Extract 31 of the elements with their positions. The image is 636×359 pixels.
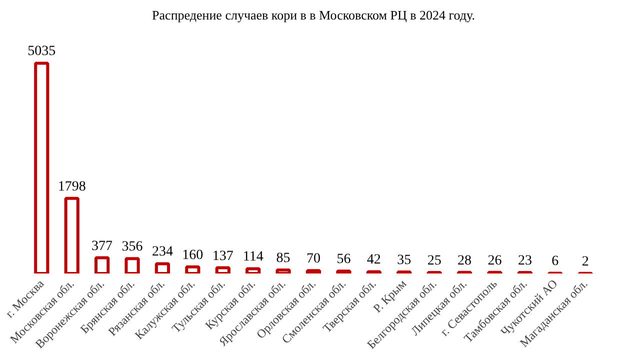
data-label: 137: [212, 248, 234, 264]
bar: [64, 196, 80, 274]
data-label: 42: [366, 252, 381, 268]
data-label: 114: [242, 250, 264, 265]
data-label: 234: [152, 244, 173, 260]
data-label: 356: [122, 240, 143, 255]
bar: [124, 257, 140, 274]
chart-title: Распредение случаев кори в в Московском РЦ в 2024 году.: [152, 8, 475, 22]
bar: [34, 62, 50, 274]
data-label: 23: [518, 254, 532, 269]
data-label: 56: [336, 252, 351, 268]
bar: [94, 256, 110, 274]
data-label: 85: [276, 250, 290, 266]
data-label: 28: [458, 253, 472, 268]
bar: [185, 265, 200, 274]
data-label: 5035: [28, 44, 56, 60]
bar: [215, 266, 230, 274]
bar: [276, 268, 291, 274]
data-label: 70: [306, 252, 320, 267]
data-label: 25: [427, 253, 442, 268]
bar: [246, 267, 261, 274]
bar: [154, 262, 170, 274]
data-label: 160: [182, 248, 204, 263]
data-label: 1798: [58, 179, 86, 194]
data-label: 26: [488, 253, 502, 268]
data-label: 2: [582, 254, 589, 270]
data-label: 377: [92, 238, 113, 254]
data-label: 6: [552, 254, 559, 270]
bar: [336, 270, 352, 274]
bar: [306, 269, 322, 274]
data-label: 35: [397, 253, 412, 268]
